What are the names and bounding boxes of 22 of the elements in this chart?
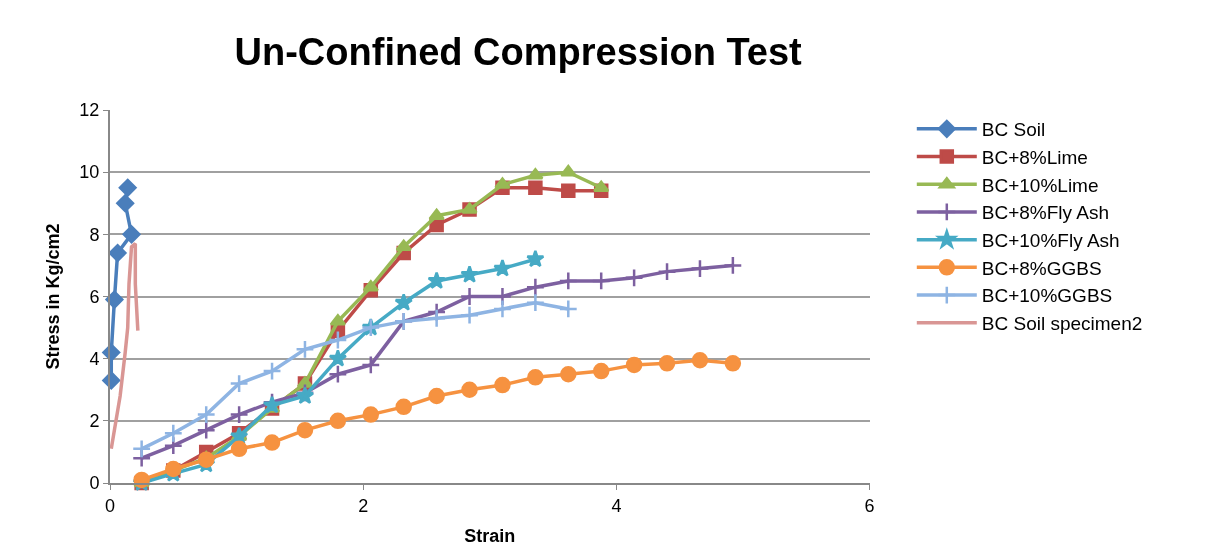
x-tick-label: 4 bbox=[611, 495, 622, 516]
legend-label: BC Soil specimen2 bbox=[981, 313, 1143, 335]
y-tick-label: 10 bbox=[79, 162, 100, 183]
legend-label: BC+10%Fly Ash bbox=[981, 230, 1120, 252]
y-axis-title: Stress in Kg/cm2 bbox=[43, 223, 64, 370]
legend-label: BC+8%Fly Ash bbox=[981, 202, 1110, 224]
legend-label: BC+8%Lime bbox=[981, 146, 1088, 168]
y-tick-label: 12 bbox=[79, 100, 100, 121]
y-tick-label: 8 bbox=[89, 224, 100, 245]
y-tick-label: 6 bbox=[89, 286, 100, 307]
y-tick-label: 2 bbox=[89, 411, 100, 432]
legend-label: BC+10%GGBS bbox=[981, 285, 1113, 307]
legend-label: BC+10%Lime bbox=[981, 174, 1099, 196]
legend-label: BC Soil bbox=[981, 119, 1046, 141]
chart-title: Un-Confined Compression Test bbox=[234, 31, 803, 74]
x-axis-title: Strain bbox=[464, 526, 516, 547]
y-tick-label: 0 bbox=[89, 473, 100, 494]
legend-label: BC+8%GGBS bbox=[981, 257, 1102, 279]
x-tick-label: 2 bbox=[358, 495, 369, 516]
y-tick-label: 4 bbox=[89, 348, 100, 369]
x-tick-label: 0 bbox=[104, 495, 116, 516]
x-tick-label: 6 bbox=[864, 495, 875, 516]
